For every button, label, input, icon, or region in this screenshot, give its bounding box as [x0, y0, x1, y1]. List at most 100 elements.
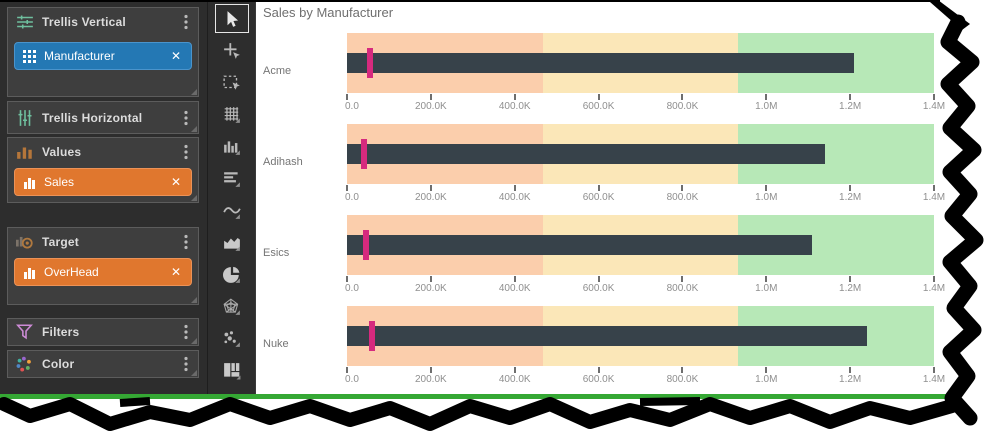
well-filters-header: Filters	[8, 319, 198, 345]
close-icon[interactable]: ✕	[170, 175, 181, 189]
axis-tick	[597, 367, 600, 373]
axis-tick	[765, 276, 768, 282]
well-label: Color	[42, 357, 75, 371]
field-pill-sales[interactable]: Sales ✕	[14, 168, 192, 196]
axis-tick-label: 200.0K	[414, 192, 447, 203]
bullet-plot	[347, 215, 934, 275]
tool-radar-chart[interactable]	[215, 292, 249, 321]
bar-chart-icon	[24, 177, 35, 189]
well-trellis-horizontal-header: Trellis Horizontal	[8, 102, 198, 133]
grid-view-icon	[224, 106, 240, 123]
chart-canvas: Sales by Manufacturer Acme 0.0 200.0K 400.0…	[255, 0, 950, 394]
row-chart-icon	[223, 171, 240, 187]
resize-corner	[191, 89, 197, 95]
crosshair-icon	[223, 42, 240, 59]
tool-treemap[interactable]	[215, 356, 249, 385]
axis-tick-label: 1.4M	[922, 374, 946, 385]
well-filters[interactable]: Filters	[7, 318, 199, 346]
tool-crosshair[interactable]	[215, 36, 249, 65]
axis-tick	[429, 185, 432, 191]
kebab-menu-icon[interactable]	[178, 233, 194, 251]
axis-tick	[346, 94, 348, 100]
axis-tick-label: 1.2M	[839, 283, 862, 294]
axis-tick-label: 800.0K	[666, 283, 699, 294]
axis-tick	[933, 94, 935, 100]
x-axis: 0.0 200.0K 400.0K 600.0K 800.0K 1.0M 1.2M 1.4M	[345, 366, 945, 386]
category-label: Adihash	[263, 156, 303, 168]
kebab-menu-icon[interactable]	[178, 143, 194, 161]
axis-tick	[597, 94, 600, 100]
axis-tick-label: 1.4M	[922, 283, 946, 294]
tool-grid-view[interactable]	[215, 100, 249, 129]
kebab-menu-icon[interactable]	[178, 355, 194, 373]
category-label: Nuke	[263, 338, 289, 350]
kebab-menu-icon[interactable]	[178, 13, 194, 31]
close-icon[interactable]: ✕	[170, 265, 181, 279]
chart-type-toolbar	[207, 0, 255, 394]
axis-tick-label: 800.0K	[666, 374, 699, 385]
axis-tick	[765, 94, 768, 100]
well-trellis-vertical[interactable]: Trellis Vertical Manufacturer ✕	[7, 7, 199, 97]
category-label: Acme	[263, 65, 292, 77]
tool-column-chart[interactable]	[215, 132, 249, 161]
axis-tick	[933, 367, 935, 373]
tool-scatter-chart[interactable]	[215, 324, 249, 353]
field-pill-label: OverHead	[44, 265, 99, 279]
axis-tick-label: 1.2M	[839, 101, 862, 112]
scatter-chart-icon	[223, 330, 240, 347]
green-divider	[0, 394, 960, 399]
sales-bar	[347, 53, 855, 73]
target-marker	[360, 139, 367, 169]
axis-tick-label: 1.2M	[839, 374, 862, 385]
tool-area-chart[interactable]	[215, 228, 249, 257]
close-icon[interactable]: ✕	[170, 49, 181, 63]
pointer-icon	[227, 10, 238, 27]
resize-corner	[191, 126, 197, 132]
field-pill-manufacturer[interactable]: Manufacturer ✕	[14, 42, 192, 70]
axis-tick	[513, 367, 516, 373]
well-trellis-vertical-header: Trellis Vertical	[8, 8, 198, 36]
values-icon	[17, 147, 32, 159]
kebab-menu-icon[interactable]	[178, 323, 194, 341]
axis-tick	[513, 185, 516, 191]
axis-tick	[346, 276, 348, 282]
axis-tick	[681, 185, 684, 191]
field-pill-overhead[interactable]: OverHead ✕	[14, 258, 192, 286]
line-chart-icon	[222, 206, 241, 219]
well-trellis-horizontal[interactable]: Trellis Horizontal	[7, 101, 199, 134]
well-values[interactable]: Values Sales ✕	[7, 137, 199, 203]
tool-pointer[interactable]	[214, 4, 249, 33]
axis-tick	[346, 367, 348, 373]
target-marker	[367, 48, 374, 78]
well-target[interactable]: Target OverHead ✕	[7, 227, 199, 305]
axis-tick	[765, 185, 768, 191]
tool-pie-chart[interactable]	[215, 260, 249, 289]
axis-tick-label: 0.0	[345, 374, 359, 385]
axis-tick-label: 0.0	[345, 192, 359, 203]
sales-bar	[347, 326, 867, 346]
kebab-menu-icon[interactable]	[178, 109, 194, 127]
axis-tick	[513, 276, 516, 282]
bullet-plot	[347, 306, 934, 366]
sales-bar	[347, 144, 825, 164]
bullet-row: Esics 0.0 200.0K 400.0K 600.0K 800.0K 1.0M 1.2M…	[256, 215, 945, 295]
resize-corner	[191, 338, 197, 344]
trellis-vertical-icon	[17, 15, 33, 29]
sales-bar	[347, 235, 813, 255]
axis-tick	[681, 367, 684, 373]
bullet-row: Adihash 0.0 200.0K 400.0K 600.0K 800.0K 1.0M 1.…	[256, 124, 945, 204]
bullet-row: Nuke 0.0 200.0K 400.0K 600.0K 800.0K 1.0M 1.2M 1…	[256, 306, 945, 386]
grid-icon	[23, 49, 36, 63]
axis-tick-label: 600.0K	[582, 283, 615, 294]
axis-tick	[933, 276, 935, 282]
column-chart-icon	[223, 140, 240, 155]
well-color[interactable]: Color	[7, 350, 199, 378]
tool-row-chart[interactable]	[215, 164, 249, 193]
axis-tick	[513, 94, 516, 100]
tool-marquee-select[interactable]	[215, 68, 249, 97]
field-wells-sidebar: Trellis Vertical Manufacturer ✕	[0, 0, 207, 394]
axis-tick-label: 1.0M	[755, 192, 778, 203]
tool-line-chart[interactable]	[215, 196, 249, 225]
axis-tick-label: 1.0M	[755, 374, 778, 385]
axis-tick-label: 400.0K	[498, 283, 531, 294]
